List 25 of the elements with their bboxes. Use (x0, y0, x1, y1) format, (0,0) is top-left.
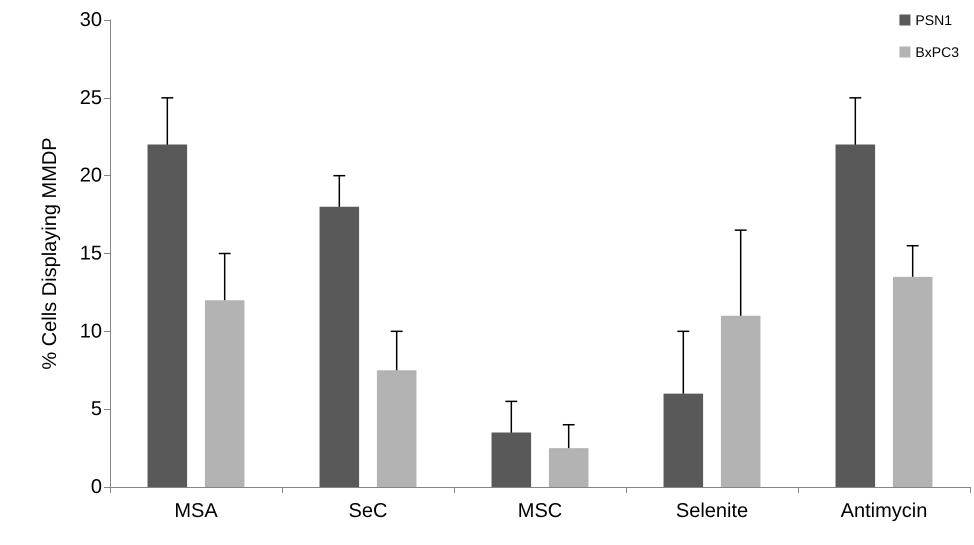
y-tick-label: 15 (80, 242, 102, 264)
bar (492, 432, 532, 487)
legend-label: PSN1 (915, 12, 952, 28)
bar (836, 144, 876, 487)
bar (204, 300, 244, 487)
bar (720, 316, 760, 487)
x-tick-label: SeC (348, 500, 388, 522)
x-tick-label: Selenite (676, 500, 748, 522)
legend-label: BxPC3 (915, 44, 960, 60)
bar (892, 276, 932, 487)
bar (664, 394, 704, 487)
y-tick-label: 20 (80, 164, 102, 187)
y-tick-label: 30 (80, 9, 102, 31)
x-tick-label: Antimycin (840, 500, 928, 522)
y-axis-title: % Cells Displaying MMDP (39, 137, 61, 370)
x-tick-label: MSC (518, 500, 562, 522)
bar (548, 448, 588, 487)
y-tick-label: 5 (90, 398, 102, 420)
bar (148, 144, 188, 487)
x-tick-label: MSA (174, 500, 218, 522)
y-tick-label: 0 (90, 476, 102, 498)
y-tick-label: 25 (80, 86, 102, 109)
bar (376, 370, 416, 487)
y-tick-label: 10 (80, 320, 102, 342)
bar (320, 206, 360, 487)
